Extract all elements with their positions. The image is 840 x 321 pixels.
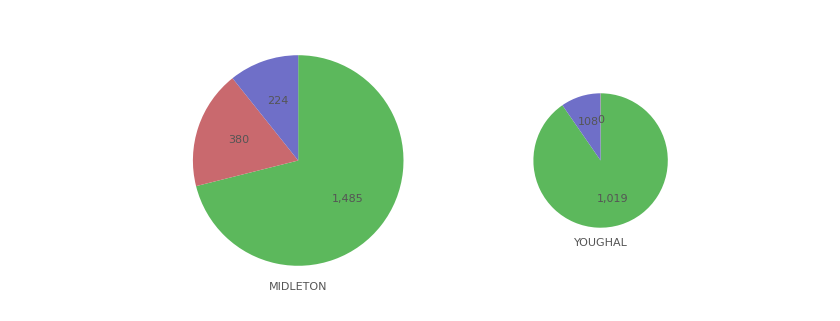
Text: MIDLETON: MIDLETON — [269, 282, 328, 291]
Text: 1,019: 1,019 — [596, 194, 628, 204]
Text: 380: 380 — [228, 135, 249, 145]
Text: 0: 0 — [597, 115, 604, 125]
Text: YOUGHAL: YOUGHAL — [574, 238, 627, 248]
Wedge shape — [563, 93, 601, 160]
Text: 224: 224 — [266, 96, 288, 106]
Text: 108: 108 — [578, 117, 599, 127]
Wedge shape — [196, 55, 403, 266]
Text: 1,485: 1,485 — [332, 194, 364, 204]
Wedge shape — [533, 93, 668, 228]
Wedge shape — [233, 55, 298, 160]
Wedge shape — [193, 78, 298, 186]
